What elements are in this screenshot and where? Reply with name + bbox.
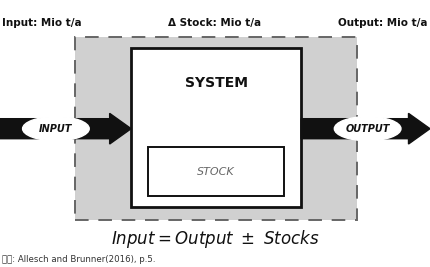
Text: Output: Mio t/a: Output: Mio t/a (338, 18, 428, 28)
Text: Input: Mio t/a: Input: Mio t/a (2, 18, 82, 28)
Text: SYSTEM: SYSTEM (184, 76, 248, 90)
Bar (131, 48, 301, 207)
Polygon shape (301, 113, 430, 144)
Bar (148, 147, 284, 196)
Text: $\mathit{Input} = \mathit{Output}\ \pm\ \mathit{Stocks}$: $\mathit{Input} = \mathit{Output}\ \pm\ … (111, 228, 319, 250)
Ellipse shape (335, 117, 401, 141)
Text: INPUT: INPUT (39, 124, 73, 134)
Bar (75, 37, 357, 220)
Text: OUTPUT: OUTPUT (345, 124, 390, 134)
Text: STOCK: STOCK (197, 167, 235, 176)
Polygon shape (0, 113, 131, 144)
Ellipse shape (22, 117, 89, 141)
Text: Δ Stock: Mio t/a: Δ Stock: Mio t/a (169, 18, 261, 28)
Text: 자료: Allesch and Brunner(2016), p.5.: 자료: Allesch and Brunner(2016), p.5. (2, 255, 156, 264)
